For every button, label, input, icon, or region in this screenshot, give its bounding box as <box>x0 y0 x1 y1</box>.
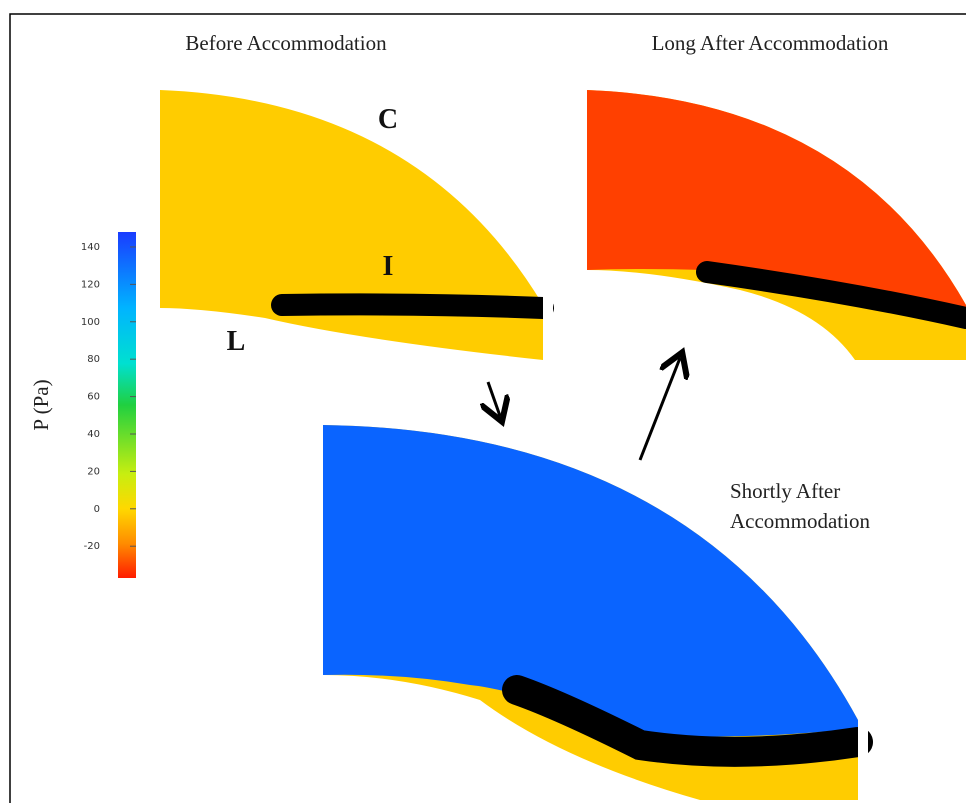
tick-label: -20 <box>84 541 100 552</box>
tick-label: 120 <box>81 279 100 290</box>
panel-long-after: Long After Accommodation <box>587 31 966 360</box>
label-l: L <box>227 326 246 357</box>
colorbar <box>118 232 136 578</box>
panel-shortly-after: Shortly After Accommodation <box>323 425 873 800</box>
frame <box>9 13 966 803</box>
panel-title: Long After Accommodation <box>652 31 889 55</box>
tick-label: 40 <box>87 429 100 440</box>
tick-label: 140 <box>81 242 100 253</box>
arrow <box>638 358 680 461</box>
label-i: I <box>383 251 394 282</box>
arrow <box>488 381 500 416</box>
colorbar-ticks: 140 120 100 80 60 40 20 0 -20 <box>81 242 136 552</box>
colorbar-label: P (Pa) <box>29 379 53 430</box>
tick-label: 20 <box>87 466 100 477</box>
panel-title: Before Accommodation <box>185 31 387 55</box>
panel-before: Before Accommodation C I L <box>160 31 554 364</box>
tick-label: 100 <box>81 317 100 328</box>
label-c: C <box>378 104 398 135</box>
panel-title: Accommodation <box>730 509 870 533</box>
tick-label: 60 <box>87 392 100 403</box>
panel-title: Shortly After <box>730 479 840 503</box>
tick-label: 80 <box>87 354 100 365</box>
tick-label: 0 <box>94 504 100 515</box>
